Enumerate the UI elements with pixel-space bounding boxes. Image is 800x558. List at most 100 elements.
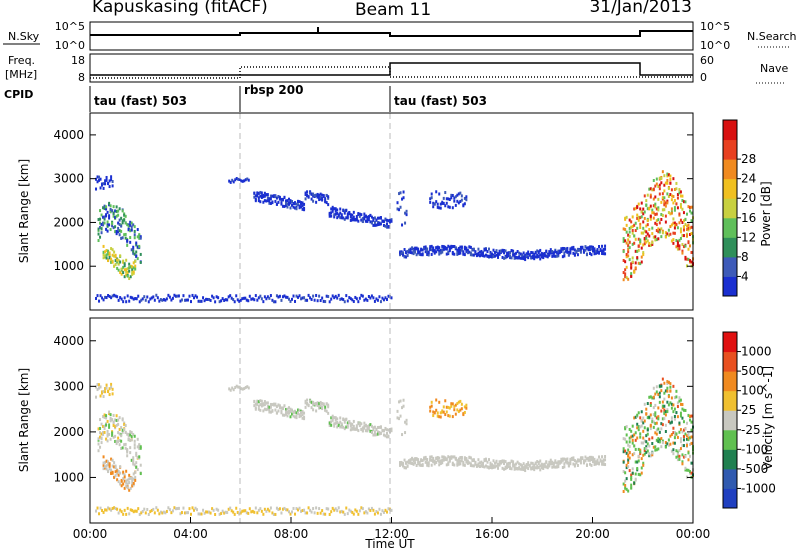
power-pixel [630, 262, 633, 266]
velocity-pixel [661, 441, 664, 445]
power-pixel [306, 194, 309, 198]
power-pixel [521, 256, 524, 260]
velocity-pixel [112, 423, 115, 427]
power-pixel [465, 249, 468, 253]
power-pixel [104, 250, 107, 254]
power-pixel [179, 299, 182, 303]
velocity-pixel [624, 471, 627, 475]
velocity-pixel [102, 424, 105, 428]
velocity-pixel [99, 385, 102, 389]
power-pixel [438, 246, 441, 250]
power-pixel [103, 221, 106, 225]
power-pixel [682, 225, 685, 229]
power-pixel [117, 213, 120, 217]
velocity-pixel [515, 462, 518, 466]
power-pixel [666, 181, 669, 185]
velocity-pixel [336, 421, 339, 425]
power-pixel [537, 255, 540, 259]
velocity-pixel [633, 433, 636, 437]
velocity-pixel [679, 447, 682, 451]
velocity-pixel [642, 429, 645, 433]
power-pixel [129, 236, 132, 240]
power-pixel [664, 181, 667, 185]
velocity-pixel [123, 422, 126, 426]
velocity-pixel [602, 462, 605, 466]
velocity-pixel [420, 458, 423, 462]
power-pixel [340, 213, 343, 217]
power-pixel [99, 225, 102, 229]
velocity-pixel [489, 463, 492, 467]
velocity-pixel [670, 396, 673, 400]
velocity-pixel [681, 407, 684, 411]
velocity-pixel [448, 406, 451, 410]
velocity-pixel [265, 408, 268, 412]
velocity-pixel [280, 511, 283, 515]
velocity-pixel [403, 458, 406, 462]
power-pixel [648, 206, 651, 210]
velocity-pixel [321, 509, 324, 513]
colorbar-tick-label: 20 [741, 191, 756, 205]
velocity-pixel [130, 458, 133, 462]
velocity-pixel [651, 442, 654, 446]
power-pixel [427, 251, 430, 255]
velocity-pixel [132, 462, 135, 466]
velocity-pixel [330, 423, 333, 427]
power-pixel [351, 213, 354, 217]
velocity-pixel [513, 463, 516, 467]
velocity-pixel [259, 399, 262, 403]
velocity-pixel [415, 457, 418, 461]
velocity-pixel [640, 419, 643, 423]
power-pixel [109, 228, 112, 232]
power-pixel [584, 245, 587, 249]
power-pixel [669, 174, 672, 178]
velocity-pixel [687, 438, 690, 442]
power-pixel [300, 297, 303, 301]
power-pixel [642, 220, 645, 224]
velocity-pixel [95, 395, 98, 399]
power-pixel [309, 191, 312, 195]
velocity-pixel [673, 407, 676, 411]
power-pixel [232, 298, 235, 302]
power-pixel [411, 251, 414, 255]
power-pixel [581, 246, 584, 250]
power-pixel [113, 254, 116, 258]
power-pixel [269, 201, 272, 205]
power-pixel [111, 209, 114, 213]
power-pixel [459, 248, 462, 252]
velocity-pixel [460, 407, 463, 411]
velocity-pixel [254, 506, 257, 510]
velocity-pixel [678, 399, 681, 403]
power-pixel [300, 205, 303, 209]
power-pixel [645, 235, 648, 239]
velocity-pixel [503, 459, 506, 463]
velocity-pixel [648, 454, 651, 458]
velocity-pixel [366, 427, 369, 431]
power-pixel [118, 229, 121, 233]
power-pixel [303, 202, 306, 206]
velocity-pixel [450, 404, 453, 408]
velocity-pixel [666, 408, 669, 412]
power-pixel [524, 258, 527, 262]
velocity-pixel [456, 463, 459, 467]
velocity-pixel [136, 468, 139, 472]
velocity-pixel [438, 400, 441, 404]
velocity-pixel [280, 406, 283, 410]
power-pixel [96, 294, 99, 298]
velocity-pixel [291, 412, 293, 416]
power-pixel [430, 252, 433, 256]
power-pixel [552, 251, 555, 255]
power-pixel [363, 215, 366, 219]
power-pixel [330, 211, 333, 215]
velocity-pixel [405, 461, 408, 465]
velocity-pixel [599, 459, 602, 463]
velocity-pixel [406, 460, 409, 464]
velocity-pixel [471, 464, 474, 468]
velocity-pixel [164, 511, 167, 515]
power-pixel [540, 255, 543, 259]
velocity-pixel [220, 511, 223, 515]
power-pixel [170, 298, 173, 302]
velocity-pixel [135, 509, 138, 513]
velocity-pixel [117, 418, 120, 422]
power-pixels [95, 170, 694, 304]
velocity-pixel [657, 427, 660, 431]
